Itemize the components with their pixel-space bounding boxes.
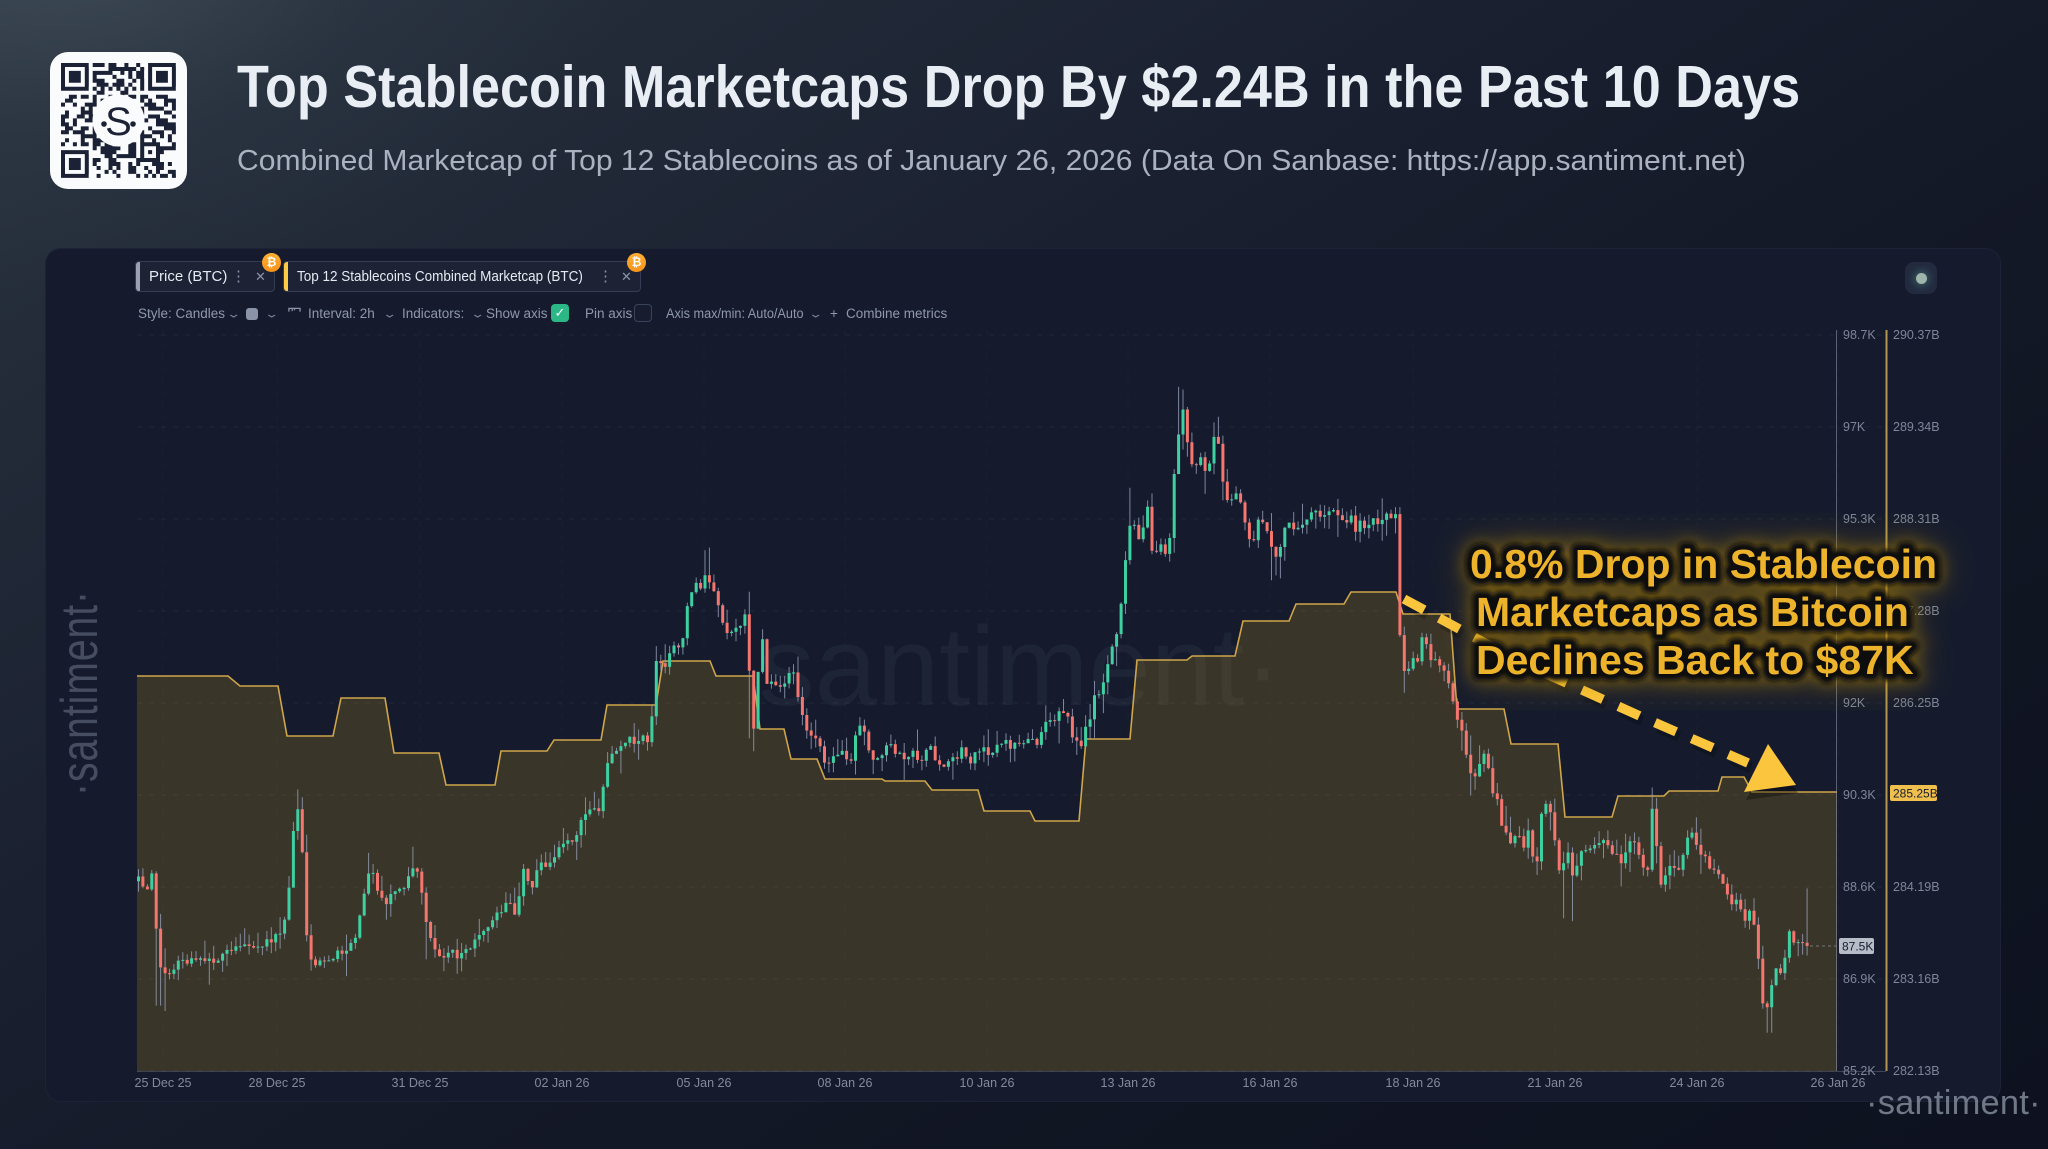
svg-text:02 Jan 26: 02 Jan 26: [535, 1076, 590, 1090]
svg-text:285.25B: 285.25B: [1893, 787, 1938, 801]
svg-text:21 Jan 26: 21 Jan 26: [1528, 1076, 1583, 1090]
svg-text:288.31B: 288.31B: [1893, 512, 1940, 526]
svg-text:Marketcaps as Bitcoin: Marketcaps as Bitcoin: [1476, 589, 1909, 635]
svg-text:92K: 92K: [1843, 696, 1866, 710]
svg-text:95.3K: 95.3K: [1843, 512, 1876, 526]
svg-text:0.8% Drop in Stablecoin: 0.8% Drop in Stablecoin: [1470, 541, 1937, 587]
svg-text:Marketcaps as Bitcoin: Marketcaps as Bitcoin: [1476, 589, 1909, 635]
svg-text:26 Jan 26: 26 Jan 26: [1811, 1076, 1866, 1090]
svg-text:Marketcaps as Bitcoin: Marketcaps as Bitcoin: [1476, 589, 1909, 635]
svg-text:98.7K: 98.7K: [1843, 328, 1876, 342]
svg-text:286.25B: 286.25B: [1893, 696, 1940, 710]
svg-text:18 Jan 26: 18 Jan 26: [1386, 1076, 1441, 1090]
svg-text:88.6K: 88.6K: [1843, 880, 1876, 894]
svg-text:0.8% Drop in Stablecoin: 0.8% Drop in Stablecoin: [1470, 541, 1937, 587]
svg-text:05 Jan 26: 05 Jan 26: [677, 1076, 732, 1090]
svg-text:Declines Back to $87K: Declines Back to $87K: [1476, 637, 1914, 683]
svg-text:97K: 97K: [1843, 420, 1866, 434]
svg-text:90.3K: 90.3K: [1843, 788, 1876, 802]
svg-text:282.13B: 282.13B: [1893, 1064, 1940, 1078]
svg-text:0.8% Drop in Stablecoin: 0.8% Drop in Stablecoin: [1470, 541, 1937, 587]
svg-text:283.16B: 283.16B: [1893, 972, 1940, 986]
svg-text:santiment·: santiment·: [759, 604, 1282, 729]
svg-text:86.9K: 86.9K: [1843, 972, 1876, 986]
svg-text:287.28B: 287.28B: [1893, 604, 1940, 618]
svg-text:0.8% Drop in Stablecoin: 0.8% Drop in Stablecoin: [1470, 541, 1937, 587]
svg-text:Declines Back to $87K: Declines Back to $87K: [1476, 637, 1914, 683]
svg-text:10 Jan 26: 10 Jan 26: [960, 1076, 1015, 1090]
svg-text:Declines Back to $87K: Declines Back to $87K: [1476, 637, 1914, 683]
svg-text:85.2K: 85.2K: [1843, 1064, 1876, 1078]
svg-text:87.5K: 87.5K: [1842, 940, 1873, 954]
svg-text:93.6K: 93.6K: [1843, 604, 1876, 618]
svg-text:290.37B: 290.37B: [1893, 328, 1940, 342]
svg-text:13 Jan 26: 13 Jan 26: [1101, 1076, 1156, 1090]
svg-text:08 Jan 26: 08 Jan 26: [818, 1076, 873, 1090]
svg-text:31 Dec 25: 31 Dec 25: [392, 1076, 449, 1090]
svg-text:28 Dec 25: 28 Dec 25: [249, 1076, 306, 1090]
svg-text:289.34B: 289.34B: [1893, 420, 1940, 434]
svg-text:16 Jan 26: 16 Jan 26: [1243, 1076, 1298, 1090]
svg-text:Marketcaps as Bitcoin: Marketcaps as Bitcoin: [1476, 589, 1909, 635]
svg-text:284.19B: 284.19B: [1893, 880, 1940, 894]
svg-text:24 Jan 26: 24 Jan 26: [1670, 1076, 1725, 1090]
svg-text:25 Dec 25: 25 Dec 25: [135, 1076, 192, 1090]
svg-text:Declines Back to $87K: Declines Back to $87K: [1476, 637, 1914, 683]
svg-text:S: S: [105, 100, 132, 144]
